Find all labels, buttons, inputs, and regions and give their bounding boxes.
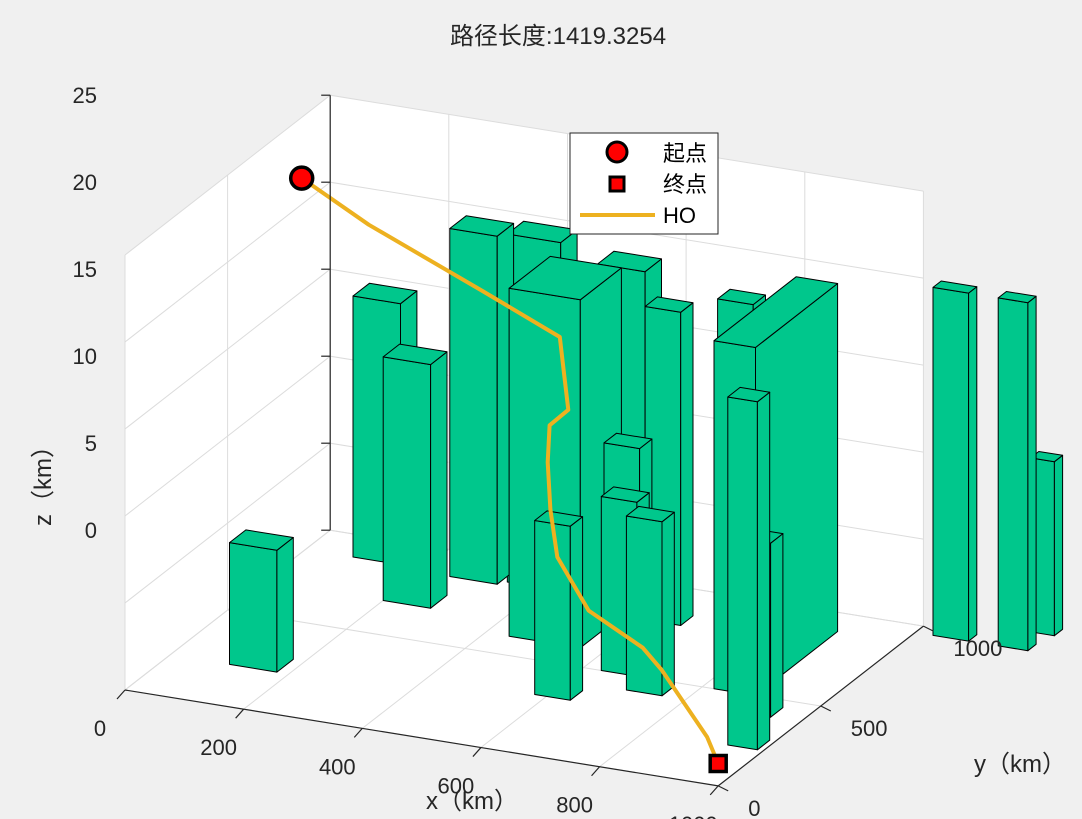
obstacle-top-face — [932, 280, 978, 294]
obstacle-top-face — [534, 510, 584, 527]
x-tick — [472, 747, 482, 757]
z-tick-label: 0 — [85, 518, 97, 543]
obstacle-top-face — [382, 343, 448, 366]
legend-path-label: HO — [663, 203, 696, 228]
obstacle-block — [382, 343, 448, 609]
legend-box — [569, 132, 719, 235]
y-tick-label: 500 — [851, 716, 888, 741]
obstacle-top-face — [508, 255, 622, 301]
obstacle-front-face — [625, 515, 663, 697]
plot-area: 0 200 400 600 800 1000 0 500 1000 0 5 10 15 20 25 — [73, 83, 1064, 819]
x-tick — [709, 785, 719, 796]
x-tick — [235, 708, 245, 719]
obstacle-block — [932, 280, 978, 642]
legend-start-label: 起点 — [663, 141, 707, 166]
obstacle-side-face — [569, 516, 584, 701]
z-tick-label: 10 — [73, 344, 97, 369]
x-tick-label: 0 — [94, 716, 106, 741]
obstacle-top-face — [997, 291, 1037, 304]
z-tick-label: 5 — [85, 431, 97, 456]
end-marker — [708, 753, 728, 774]
obstacle-block — [727, 386, 771, 751]
obstacle-front-face — [727, 396, 758, 751]
z-tick-label: 20 — [73, 170, 97, 195]
obstacle-front-face — [997, 297, 1029, 652]
obstacle-side-face — [661, 511, 675, 697]
y-tick-label: 0 — [748, 796, 760, 819]
obstacle-top-face — [625, 505, 675, 523]
legend-start-marker — [605, 140, 629, 164]
z-axis-label: z（km） — [30, 434, 57, 526]
y-tick — [923, 625, 934, 632]
x-axis-line — [124, 689, 719, 787]
obstacle-top-face — [717, 288, 766, 306]
obstacle-side-face — [1027, 295, 1037, 652]
obstacle-block — [997, 291, 1037, 652]
obstacle-top-face — [644, 296, 694, 313]
path-layer — [288, 165, 728, 774]
x-tick — [591, 766, 601, 777]
obstacle-front-face — [449, 228, 498, 585]
obstacle-top-face — [600, 486, 650, 503]
obstacle-top-face — [727, 386, 771, 403]
y-tick — [820, 705, 832, 712]
obstacle-top-face — [603, 432, 653, 450]
obstacle-front-face — [534, 520, 571, 701]
x-tick-label: 600 — [438, 774, 475, 799]
obstacle-front-face — [932, 286, 970, 642]
obstacle-top-face — [352, 282, 418, 305]
obstacle-side-face — [1053, 454, 1064, 637]
obstacle-top-face — [713, 276, 839, 348]
axis-layer: 0 200 400 600 800 1000 0 500 1000 0 5 10 15 20 25 — [73, 83, 1003, 819]
obstacle-top-face — [229, 529, 294, 551]
chart-title: 路径长度:1419.3254 — [450, 23, 666, 50]
x-tick-label: 200 — [200, 735, 237, 760]
legend-end-marker — [608, 175, 626, 193]
legend: 起点 终点 HO — [569, 132, 719, 235]
obstacle-side-face — [968, 286, 978, 642]
start-marker — [288, 165, 315, 191]
obstacle-side-face — [430, 351, 448, 609]
obstacle-side-face — [680, 302, 694, 626]
obstacle-side-face — [756, 391, 771, 751]
ho-path-line — [299, 176, 721, 766]
obstacle-front-face — [382, 356, 432, 609]
obstacle-block — [534, 510, 584, 701]
x-tick — [116, 689, 126, 700]
z-tick-label: 25 — [73, 83, 97, 108]
x-tick-label: 1000 — [669, 812, 718, 819]
obstacle-block — [449, 215, 515, 585]
y-tick-label: 1000 — [953, 636, 1002, 661]
obstacle-side-face — [276, 537, 294, 673]
obstacle-block — [625, 505, 675, 697]
y-tick — [717, 785, 729, 792]
x-tick-label: 800 — [556, 793, 593, 818]
obstacle-top-face — [449, 215, 515, 237]
z-tick-label: 15 — [73, 257, 97, 282]
obstacle-front-face — [229, 542, 278, 673]
x-tick — [353, 727, 363, 738]
legend-end-label: 终点 — [663, 172, 707, 197]
obstacle-block — [229, 529, 294, 673]
x-tick-label: 400 — [319, 754, 356, 779]
y-axis-label: y（km） — [974, 751, 1066, 778]
obstacle-side-face — [770, 533, 784, 718]
x-axis-label: x（km） — [426, 788, 518, 815]
